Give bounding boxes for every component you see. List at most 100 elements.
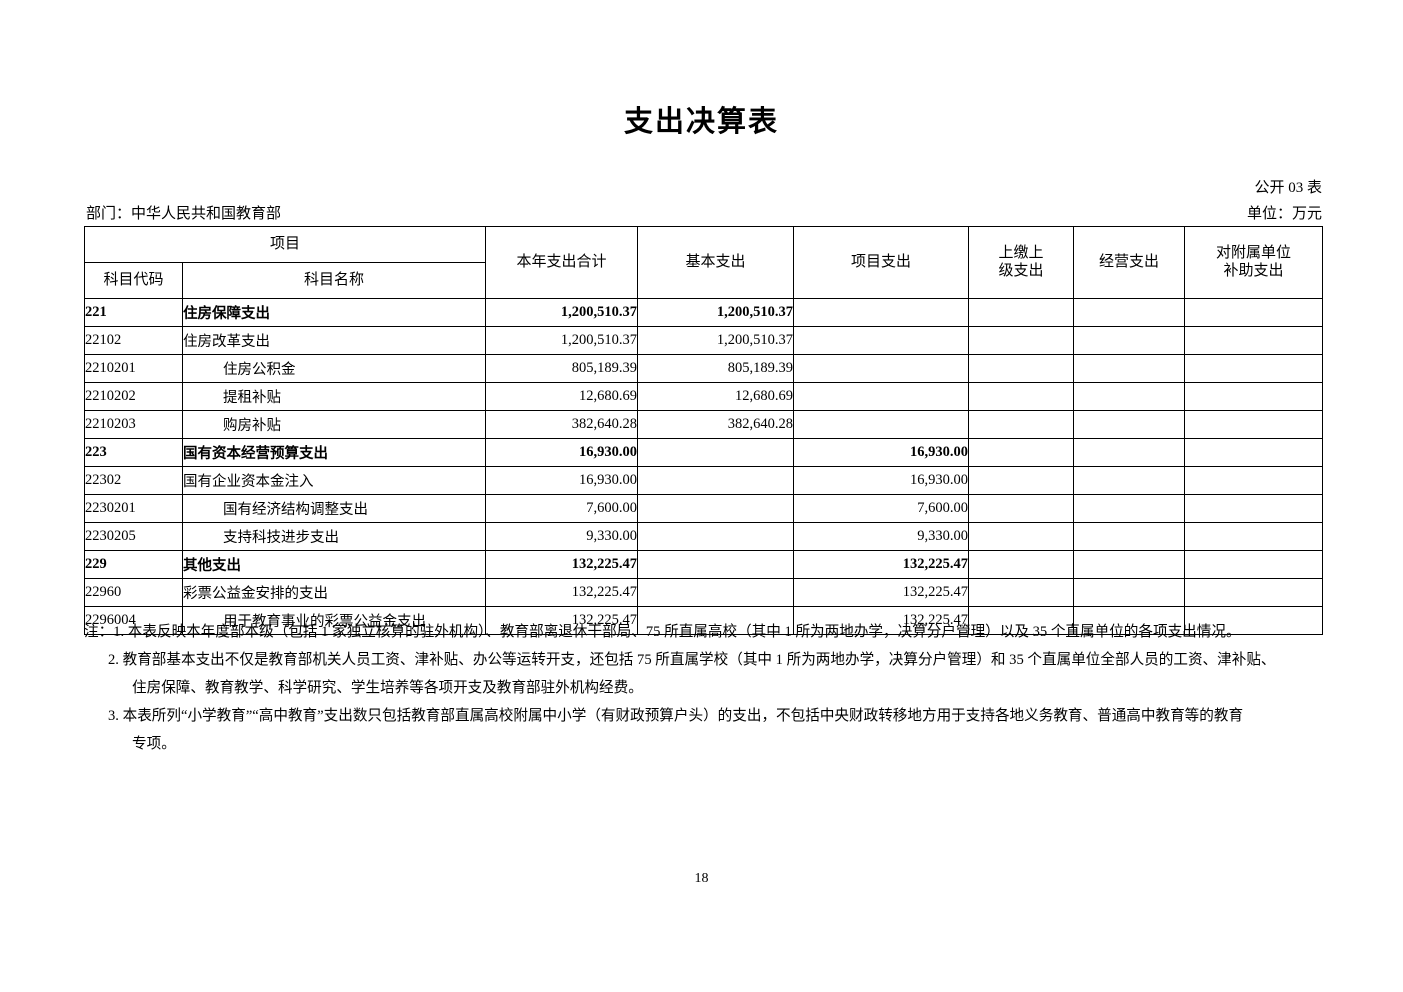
cell-project: 9,330.00 [793,522,970,551]
cell-basic: 12,680.69 [637,382,795,411]
cell-subsidy [1184,550,1324,579]
table-row: 229 其他支出 132,225.47 132,225.47 [84,550,1324,579]
cell-basic: 1,200,510.37 [637,298,795,327]
table-row: 2210203 购房补贴 382,640.28 382,640.28 [84,410,1324,439]
cell-total: 1,200,510.37 [485,298,639,327]
cell-basic [637,522,795,551]
cell-name: 国有企业资本金注入 [181,466,487,495]
cell-subsidy [1184,326,1324,355]
cell-remit [968,438,1075,467]
cell-remit [968,578,1075,607]
cell-basic [637,550,795,579]
cell-code: 223 [84,438,183,467]
table-row: 2230201 国有经济结构调整支出 7,600.00 7,600.00 [84,494,1324,523]
cell-project [793,326,970,355]
cell-project: 132,225.47 [793,550,970,579]
cell-project [793,410,970,439]
cell-remit [968,298,1075,327]
cell-remit [968,382,1075,411]
cell-total: 1,200,510.37 [485,326,639,355]
table-row: 2210201 住房公积金 805,189.39 805,189.39 [84,354,1324,383]
cell-remit [968,466,1075,495]
note-line: 注：1. 本表反映本年度部本级（包括 1 家独立核算的驻外机构）、教育部离退休干… [84,624,1241,640]
cell-name: 提租补贴 [181,382,487,411]
column-header-remit-line1: 上缴上 [998,244,1044,261]
cell-operating [1073,326,1186,355]
cell-basic: 382,640.28 [637,410,795,439]
cell-project [793,354,970,383]
unit-line: 单位：万元 [1246,206,1322,222]
cell-basic: 1,200,510.37 [637,326,795,355]
table-row: 22102 住房改革支出 1,200,510.37 1,200,510.37 [84,326,1324,355]
column-header-name: 科目名称 [181,262,487,299]
cell-name: 彩票公益金安排的支出 [181,578,487,607]
cell-code: 2210203 [84,410,183,439]
cell-subsidy [1184,354,1324,383]
table-header-row-1: 项目 本年支出合计 基本支出 项目支出 上缴上 级支出 经营支出 对附属单位 补… [83,226,1324,299]
column-header-item-group: 项目 [83,226,487,263]
cell-total: 16,930.00 [485,466,639,495]
cell-total: 132,225.47 [485,550,639,579]
cell-code: 22960 [84,578,183,607]
cell-project: 132,225.47 [793,606,970,635]
cell-subsidy [1184,438,1324,467]
cell-operating [1073,382,1186,411]
column-header-project: 项目支出 [793,226,970,299]
cell-project: 132,225.47 [793,578,970,607]
cell-basic [637,438,795,467]
cell-operating [1073,494,1186,523]
table-header: 项目 本年支出合计 基本支出 项目支出 上缴上 级支出 经营支出 对附属单位 补… [83,226,1324,299]
column-header-subsidy-line2: 补助支出 [1223,262,1284,279]
note-line: 住房保障、教育教学、科学研究、学生培养等各项开支及教育部驻外机构经费。 [132,680,643,696]
table-header-row-2: 科目代码 科目名称 [84,262,1323,299]
cell-subsidy [1184,410,1324,439]
note-line: 3. 本表所列“小学教育”“高中教育”支出数只包括教育部直属高校附属中小学（有财… [108,708,1244,724]
table-row: 221 住房保障支出 1,200,510.37 1,200,510.37 [84,298,1324,327]
table-row: 2296004 用于教育事业的彩票公益金支出 132,225.47 132,225.4… [84,606,1324,635]
cell-basic [637,578,795,607]
cell-subsidy [1184,466,1324,495]
cell-subsidy [1184,606,1324,635]
cell-total: 12,680.69 [485,382,639,411]
cell-code: 22102 [84,326,183,355]
cell-project [793,382,970,411]
cell-total: 16,930.00 [485,438,639,467]
cell-name: 住房公积金 [181,354,487,383]
column-header-operating: 经营支出 [1073,226,1186,299]
cell-code: 229 [84,550,183,579]
cell-name: 国有经济结构调整支出 [181,494,487,523]
cell-name: 购房补贴 [181,410,487,439]
cell-subsidy [1184,522,1324,551]
cell-name: 其他支出 [181,550,487,579]
cell-subsidy [1184,578,1324,607]
cell-name: 用于教育事业的彩票公益金支出 [181,606,487,635]
cell-operating [1073,410,1186,439]
expenditure-table-wrapper: 项目 本年支出合计 基本支出 项目支出 上缴上 级支出 经营支出 对附属单位 补… [83,226,1324,635]
table-row: 2230205 支持科技进步支出 9,330.00 9,330.00 [84,522,1324,551]
column-header-remit: 上缴上 级支出 [968,226,1075,299]
cell-operating [1073,298,1186,327]
table-row: 223 国有资本经营预算支出 16,930.00 16,930.00 [84,438,1324,467]
cell-operating [1073,354,1186,383]
expenditure-table: 项目 本年支出合计 基本支出 项目支出 上缴上 级支出 经营支出 对附属单位 补… [83,226,1324,635]
cell-subsidy [1184,382,1324,411]
cell-operating [1073,550,1186,579]
column-header-code: 科目代码 [84,262,183,299]
department-line: 部门：中华人民共和国教育部 [86,206,282,222]
column-header-subsidy: 对附属单位 补助支出 [1184,226,1324,299]
cell-basic [637,494,795,523]
form-label: 公开 03 表 [1254,180,1322,196]
cell-code: 221 [84,298,183,327]
cell-code: 2230201 [84,494,183,523]
cell-basic [637,466,795,495]
cell-name: 国有资本经营预算支出 [181,438,487,467]
cell-remit [968,354,1075,383]
page-number: 18 [694,871,709,886]
cell-operating [1073,578,1186,607]
cell-basic: 805,189.39 [637,354,795,383]
cell-name: 住房改革支出 [181,326,487,355]
cell-operating [1073,438,1186,467]
table-body: 221 住房保障支出 1,200,510.37 1,200,510.37 22102 住房… [84,298,1324,635]
table-row: 22960 彩票公益金安排的支出 132,225.47 132,225.47 [84,578,1324,607]
